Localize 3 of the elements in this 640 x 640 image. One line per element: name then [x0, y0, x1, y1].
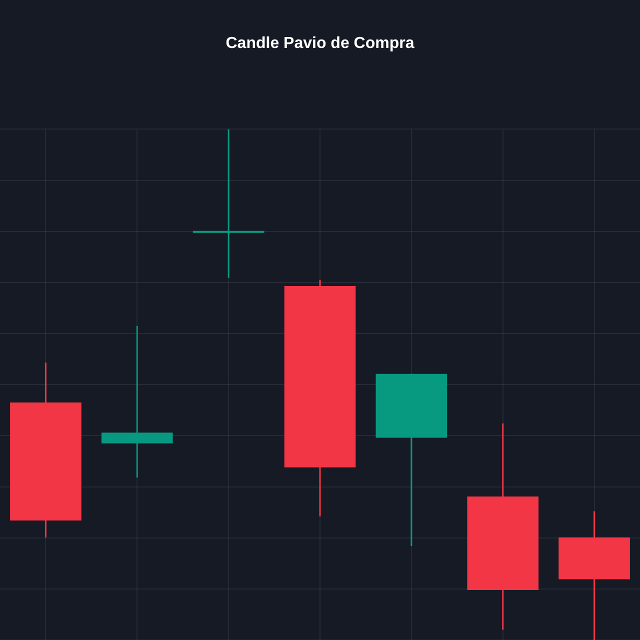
candlestick — [101, 325, 173, 478]
candlestick — [192, 128, 264, 279]
chart-title: Candle Pavio de Compra — [226, 35, 414, 52]
